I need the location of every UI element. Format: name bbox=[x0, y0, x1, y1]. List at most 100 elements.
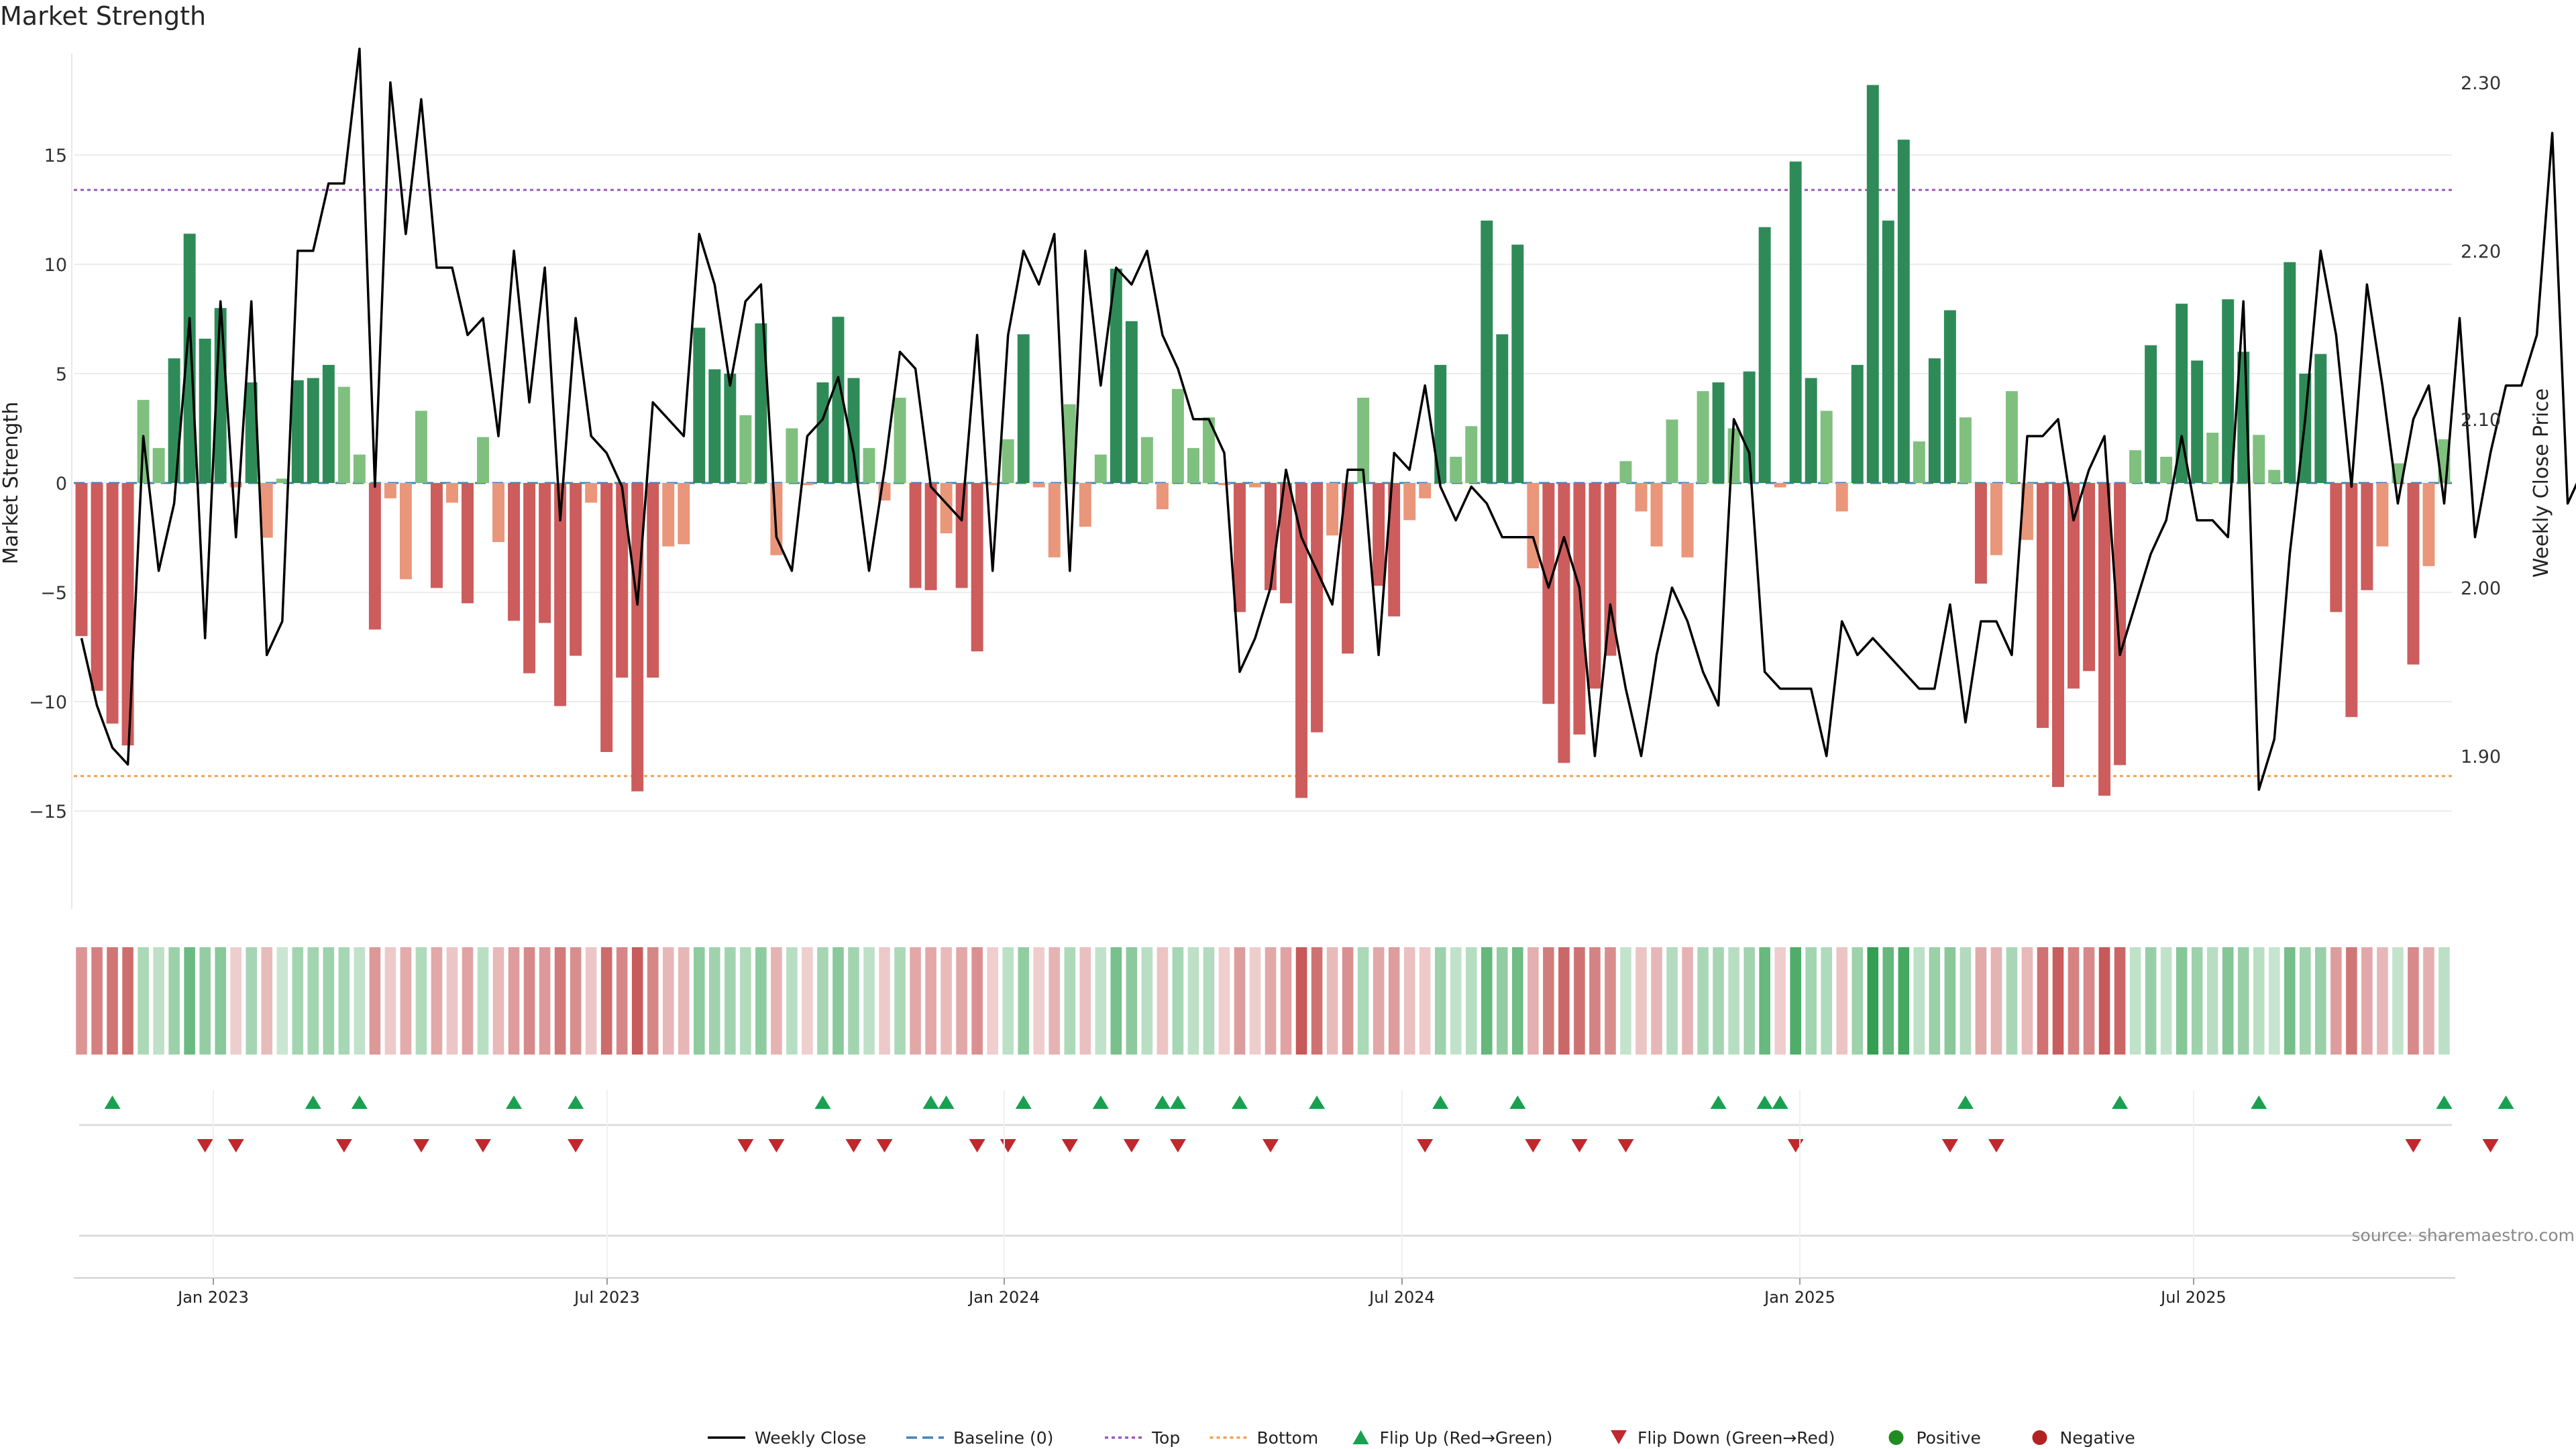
heat-cell bbox=[2377, 947, 2388, 1055]
strength-bar bbox=[1140, 437, 1153, 483]
heat-cell bbox=[1743, 947, 1755, 1055]
heat-cell bbox=[1975, 947, 1987, 1055]
strength-bar bbox=[1496, 334, 1509, 483]
legend-label: Top bbox=[1151, 1428, 1180, 1448]
strength-bar bbox=[430, 483, 443, 588]
heat-cell bbox=[1203, 947, 1215, 1055]
strength-bar bbox=[955, 483, 968, 588]
flip-down-marker bbox=[1061, 1139, 1078, 1152]
flip-up-marker bbox=[1957, 1095, 1974, 1109]
flip-up-marker bbox=[104, 1095, 121, 1109]
legend-label: Negative bbox=[2060, 1428, 2135, 1448]
strength-bar bbox=[322, 364, 335, 483]
strength-bar bbox=[1851, 364, 1864, 483]
left-tick-label: −10 bbox=[29, 692, 67, 713]
heat-cell bbox=[1929, 947, 1941, 1055]
strength-bar bbox=[1326, 483, 1339, 536]
strength-bar bbox=[940, 483, 953, 533]
strength-bar bbox=[1094, 454, 1107, 483]
heat-cell bbox=[400, 947, 412, 1055]
heat-cell bbox=[446, 947, 458, 1055]
strength-bar bbox=[1357, 397, 1370, 483]
heat-cell bbox=[1774, 947, 1786, 1055]
heat-cell bbox=[694, 947, 705, 1055]
strength-bar bbox=[1187, 447, 1199, 483]
strength-bar bbox=[2005, 391, 2018, 483]
heat-cell bbox=[616, 947, 628, 1055]
heat-cell bbox=[292, 947, 304, 1055]
heat-cell bbox=[1187, 947, 1199, 1055]
flip-up-marker bbox=[2498, 1095, 2514, 1109]
heat-cell bbox=[2284, 947, 2296, 1055]
legend-item: Flip Up (Red→Green) bbox=[1352, 1428, 1552, 1448]
legend-item: Baseline (0) bbox=[906, 1428, 1053, 1448]
heat-cell bbox=[2037, 947, 2049, 1055]
heat-cell bbox=[941, 947, 952, 1055]
flip-up-marker bbox=[2251, 1095, 2267, 1109]
heat-cell bbox=[1759, 947, 1770, 1055]
strength-bar bbox=[1697, 391, 1709, 483]
heat-cell bbox=[2006, 947, 2018, 1055]
heat-cell bbox=[2191, 947, 2203, 1055]
strength-bar bbox=[368, 483, 381, 630]
heat-cell bbox=[1497, 947, 1508, 1055]
strength-bar bbox=[152, 447, 165, 483]
strength-bar bbox=[1974, 483, 1987, 584]
heat-cell bbox=[168, 947, 180, 1055]
heat-cell bbox=[879, 947, 890, 1055]
heat-cell bbox=[724, 947, 736, 1055]
legend-item: Positive bbox=[1888, 1428, 1981, 1448]
legend-label: Positive bbox=[1917, 1428, 1981, 1448]
heat-cell bbox=[415, 947, 427, 1055]
x-tick-label: Jan 2025 bbox=[1763, 1288, 1835, 1307]
heat-cell bbox=[1666, 947, 1678, 1055]
heat-cell bbox=[1157, 947, 1169, 1055]
strength-bar bbox=[276, 478, 288, 483]
x-tick-label: Jul 2024 bbox=[1368, 1288, 1435, 1307]
strength-bar bbox=[755, 323, 767, 483]
heat-cell bbox=[184, 947, 195, 1055]
heat-cell bbox=[1605, 947, 1616, 1055]
heat-cell bbox=[740, 947, 751, 1055]
heat-cell bbox=[554, 947, 566, 1055]
strength-bar bbox=[786, 428, 798, 483]
strength-bar bbox=[693, 327, 706, 483]
strength-bar bbox=[801, 483, 814, 486]
x-axis: Jan 2023 Jul 2023 Jan 2024 Jul 2024 Jan 2025… bbox=[74, 1090, 2455, 1307]
strength-bar bbox=[1032, 483, 1045, 488]
strength-bar bbox=[1125, 321, 1138, 483]
heat-cell bbox=[1064, 947, 1076, 1055]
flip-down-marker bbox=[227, 1139, 244, 1152]
left-tick-label: −5 bbox=[40, 583, 67, 604]
strength-bar bbox=[1156, 483, 1169, 510]
strength-bar bbox=[1650, 483, 1663, 547]
heat-cell bbox=[1373, 947, 1385, 1055]
heat-cell bbox=[307, 947, 319, 1055]
flip-down-marker bbox=[2482, 1139, 2499, 1152]
strength-bar bbox=[662, 483, 675, 547]
heat-cell bbox=[709, 947, 720, 1055]
right-axis-label: Weekly Close Price bbox=[2530, 388, 2553, 578]
flip-down-marker bbox=[197, 1139, 213, 1152]
strength-bar bbox=[307, 378, 319, 483]
heat-cell bbox=[2176, 947, 2188, 1055]
flip-up-marker bbox=[1772, 1095, 1788, 1109]
heat-cell bbox=[230, 947, 241, 1055]
heat-cell bbox=[261, 947, 273, 1055]
strength-bar bbox=[415, 411, 427, 483]
flip-down-marker bbox=[568, 1139, 584, 1152]
heat-cell bbox=[1095, 947, 1107, 1055]
heat-cell bbox=[2145, 947, 2157, 1055]
heat-cell bbox=[1450, 947, 1462, 1055]
flip-up-marker bbox=[2436, 1095, 2453, 1109]
strength-bar bbox=[1943, 310, 1956, 483]
heat-cell bbox=[2300, 947, 2311, 1055]
strength-bar bbox=[1820, 411, 1833, 483]
heat-cell bbox=[122, 947, 133, 1055]
heat-cell bbox=[1790, 947, 1801, 1055]
strength-bar bbox=[1481, 220, 1493, 483]
heat-cell bbox=[1728, 947, 1739, 1055]
strength-bar bbox=[708, 369, 721, 483]
heat-cell bbox=[1512, 947, 1523, 1055]
